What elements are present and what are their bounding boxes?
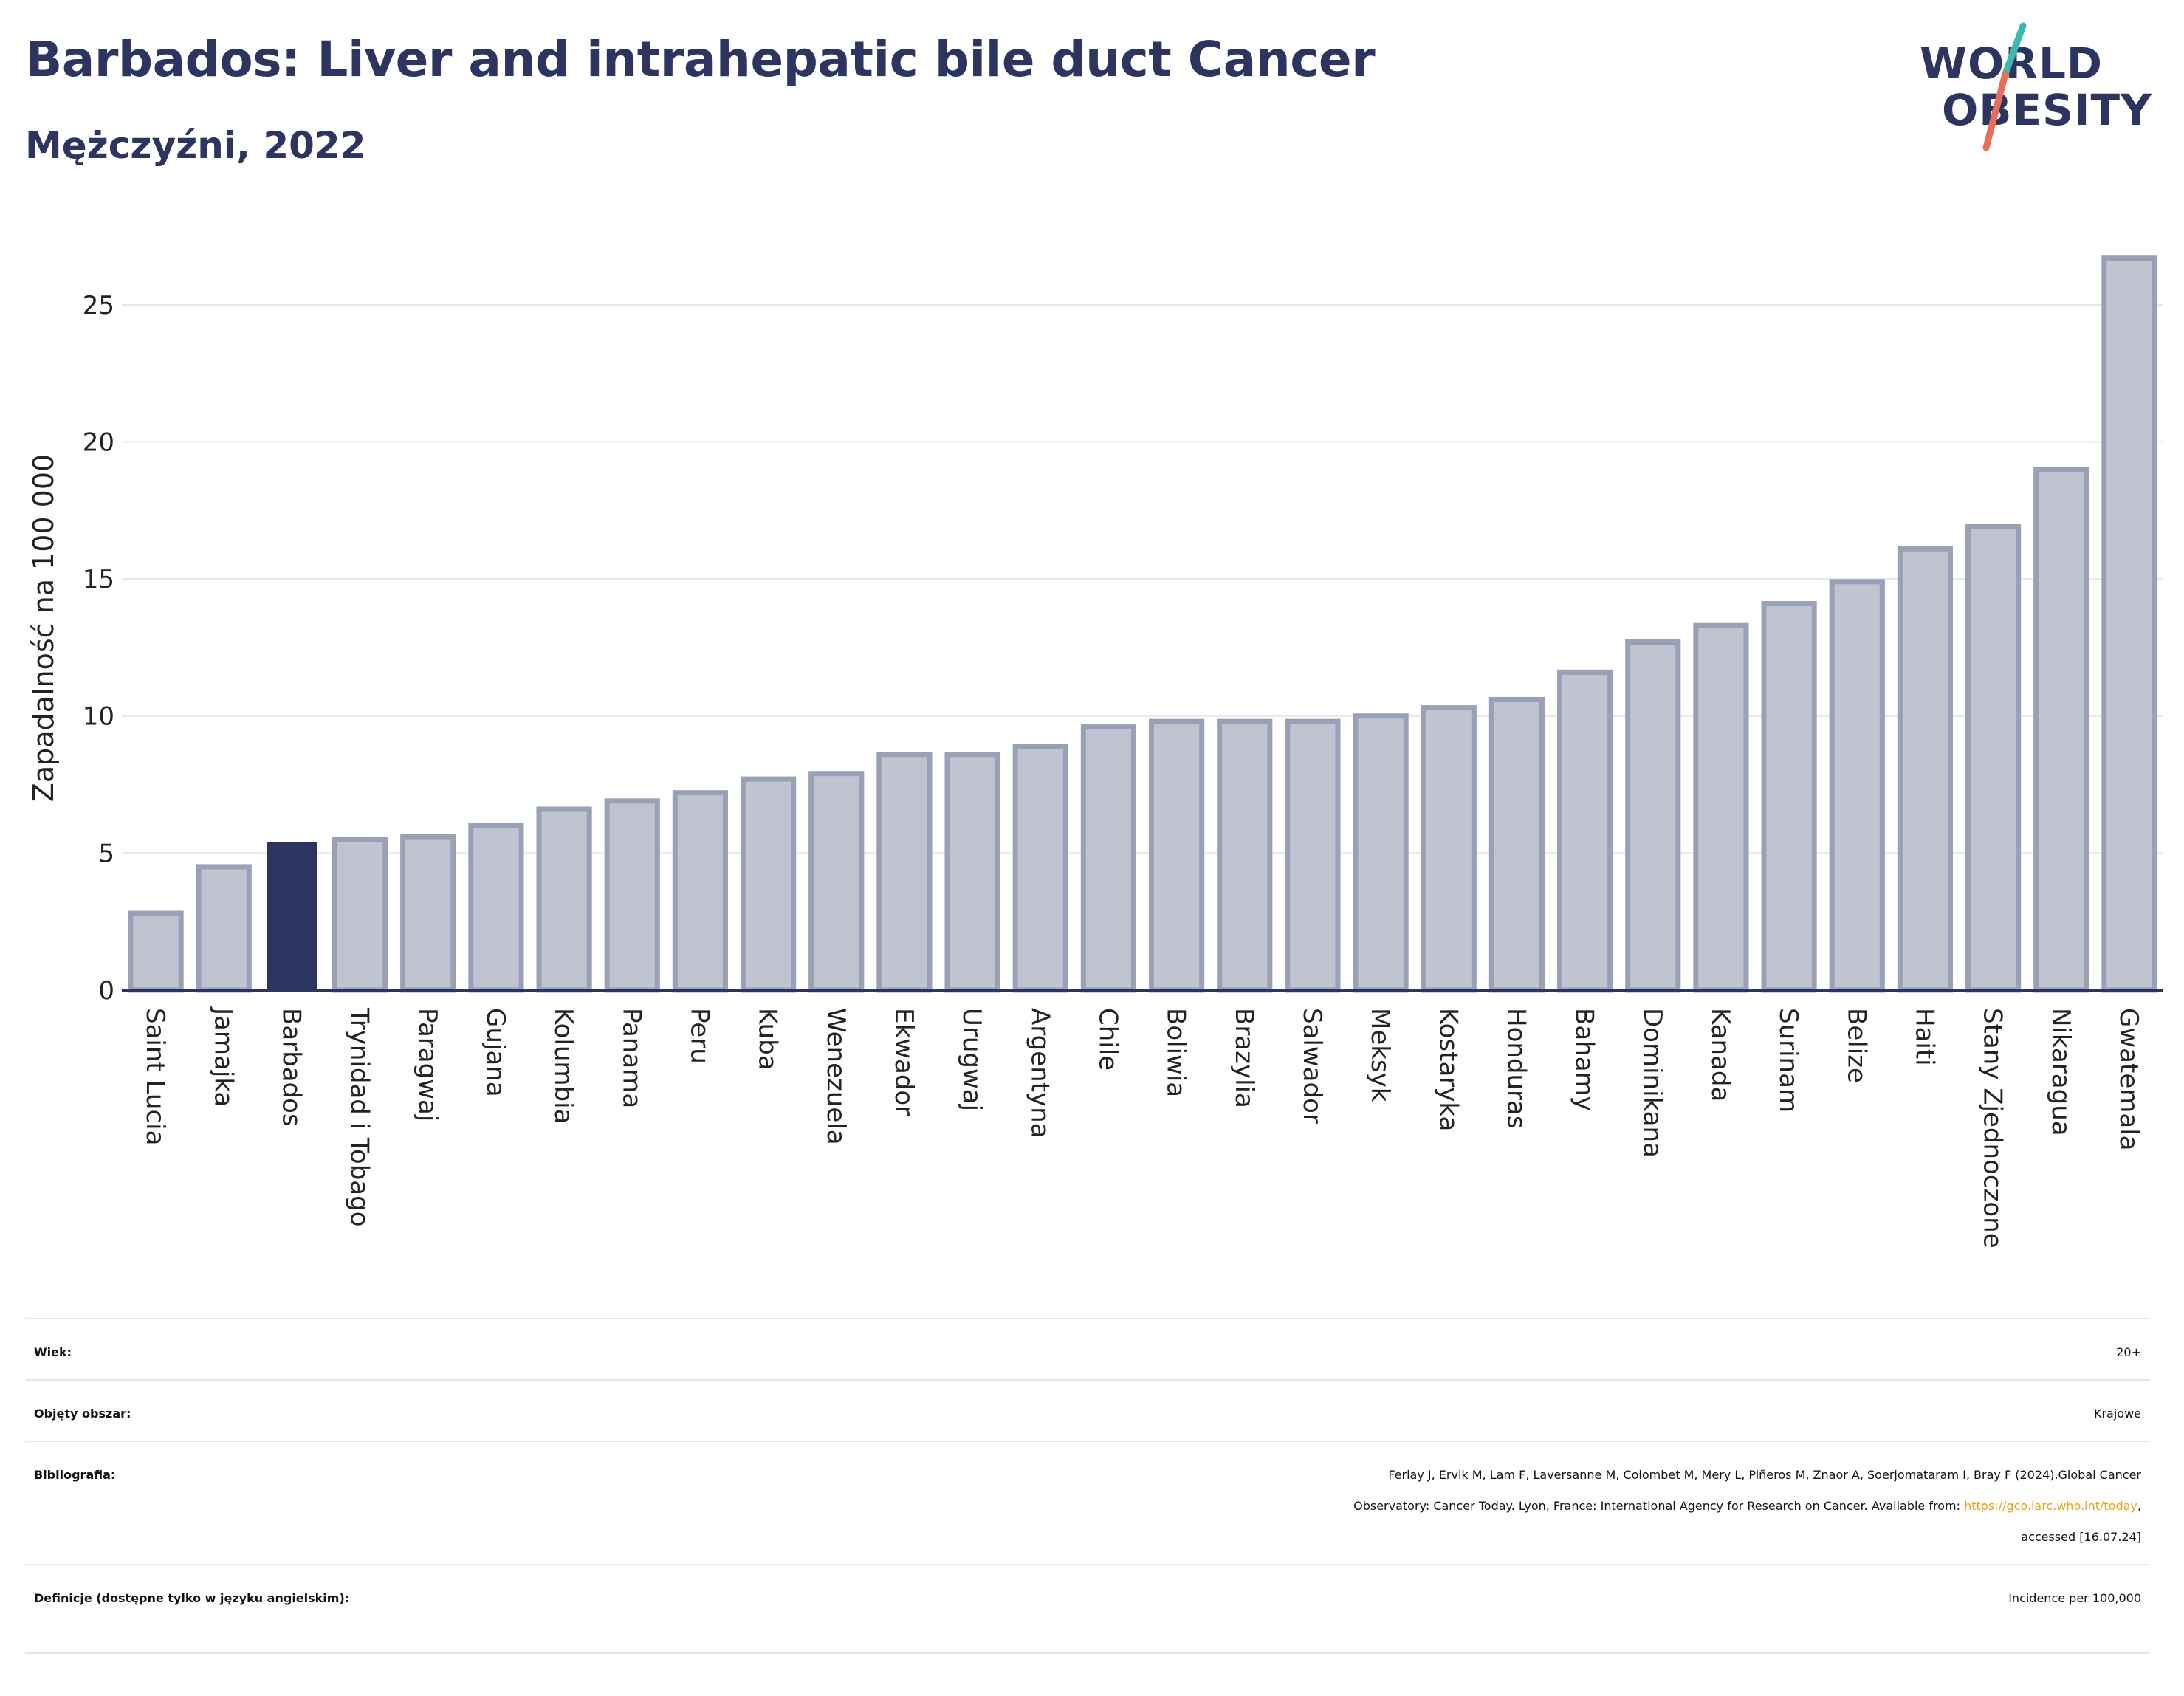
bar bbox=[1488, 696, 1545, 993]
x-tick-label: Honduras bbox=[1501, 1008, 1531, 1129]
meta-label-bibliography: Bibliografia: bbox=[34, 1468, 116, 1482]
y-tick-label: 5 bbox=[98, 839, 114, 868]
bar bbox=[128, 910, 184, 993]
meta-row-definitions: Definicje (dostępne tylko w języku angie… bbox=[25, 1564, 2150, 1605]
meta-label-definitions: Definicje (dostępne tylko w języku angie… bbox=[34, 1591, 350, 1605]
y-tick-label: 0 bbox=[98, 976, 114, 1006]
x-tick-label: Bahamy bbox=[1570, 1008, 1599, 1111]
x-tick-label: Nikaragua bbox=[2046, 1008, 2075, 1136]
bar bbox=[944, 752, 1000, 993]
x-tick-label: Urugwaj bbox=[957, 1008, 986, 1111]
bar bbox=[808, 771, 865, 993]
x-tick-label: Paragwaj bbox=[413, 1008, 442, 1122]
bar bbox=[672, 790, 729, 993]
bar bbox=[1556, 669, 1613, 993]
bar bbox=[604, 798, 660, 993]
y-axis-label: Zapadalność na 100 000 bbox=[27, 454, 60, 802]
bar bbox=[400, 834, 456, 993]
bar bbox=[267, 842, 317, 990]
x-tick-label: Argentyna bbox=[1025, 1008, 1054, 1139]
bar bbox=[1965, 524, 2022, 993]
bar bbox=[1421, 705, 1477, 993]
bar bbox=[2033, 467, 2089, 993]
x-tick-label: Chile bbox=[1093, 1008, 1122, 1071]
meta-value-definitions: Incidence per 100,000 bbox=[2008, 1591, 2141, 1605]
x-tick-label: Haiti bbox=[1909, 1008, 1939, 1066]
source-link[interactable]: https://gco.iarc.who.int/today bbox=[1964, 1499, 2137, 1513]
y-tick-label: 20 bbox=[83, 428, 114, 457]
x-tick-label: Boliwia bbox=[1161, 1008, 1191, 1097]
bar-chart: 0 5 10 15 20 25 Zapadalność na 100 000 Saint Lu… bbox=[27, 255, 2163, 1249]
logo-line2: OBESITY bbox=[1942, 85, 2153, 135]
chart-subtitle: Mężczyźni, 2022 bbox=[25, 124, 366, 167]
x-tick-label: Panama bbox=[617, 1008, 646, 1108]
bar bbox=[196, 864, 252, 993]
x-tick-label: Trynidad i Tobago bbox=[345, 1007, 374, 1227]
x-tick-label: Dominikana bbox=[1638, 1008, 1667, 1158]
y-tick-label: 15 bbox=[83, 565, 114, 594]
meta-bottom-divider bbox=[25, 1652, 2150, 1654]
x-tick-label: Barbados bbox=[276, 1008, 306, 1127]
x-tick-label: Belize bbox=[1841, 1008, 1871, 1083]
bar bbox=[1217, 718, 1273, 993]
meta-value-age: 20+ bbox=[2116, 1345, 2141, 1359]
bar bbox=[1625, 639, 1681, 993]
bar bbox=[332, 837, 388, 993]
y-tick-label: 25 bbox=[83, 291, 114, 320]
x-tick-label: Peru bbox=[684, 1008, 714, 1064]
chart-title: Barbados: Liver and intrahepatic bile du… bbox=[25, 31, 1376, 88]
bar bbox=[1148, 718, 1205, 993]
x-tick-label: Kuba bbox=[753, 1008, 783, 1071]
x-tick-label: Gwatemala bbox=[2114, 1008, 2143, 1150]
bar bbox=[1285, 718, 1341, 993]
bar bbox=[740, 776, 797, 993]
bar bbox=[1080, 724, 1137, 993]
x-tick-label: Stany Zjednoczone bbox=[1978, 1008, 2008, 1249]
x-tick-label: Gujana bbox=[481, 1008, 510, 1097]
logo-slash-icon bbox=[1982, 22, 2027, 151]
y-tick-label: 10 bbox=[83, 702, 114, 732]
meta-value-bibliography: Ferlay J, Ervik M, Lam F, Laversanne M, … bbox=[591, 1460, 2141, 1553]
x-tick-label: Kostaryka bbox=[1433, 1008, 1463, 1131]
bar bbox=[876, 752, 933, 993]
meta-label-area: Objęty obszar: bbox=[34, 1407, 131, 1421]
bar bbox=[1829, 579, 1885, 993]
bar bbox=[2101, 255, 2157, 993]
bibliography-line3: accessed [16.07.24] bbox=[2021, 1530, 2141, 1544]
meta-value-area: Krajowe bbox=[2093, 1407, 2141, 1421]
world-obesity-logo: WORLD OBESITY bbox=[1920, 22, 2171, 155]
x-tick-label: Surinam bbox=[1773, 1008, 1803, 1113]
x-tick-label: Kolumbia bbox=[549, 1008, 578, 1124]
x-tick-label: Salwador bbox=[1297, 1008, 1327, 1124]
bar bbox=[1353, 713, 1409, 993]
bibliography-line1: Ferlay J, Ervik M, Lam F, Laversanne M, … bbox=[1388, 1468, 2141, 1482]
bar bbox=[468, 823, 524, 993]
x-tick-label: Kanada bbox=[1706, 1008, 1735, 1102]
x-tick-label: Meksyk bbox=[1365, 1008, 1395, 1102]
bar bbox=[1897, 546, 1954, 993]
x-tick-label: Wenezuela bbox=[821, 1008, 851, 1145]
bar bbox=[536, 806, 592, 993]
meta-row-age: Wiek: 20+ bbox=[25, 1318, 2150, 1359]
bar bbox=[1012, 744, 1068, 993]
bar bbox=[1761, 601, 1817, 993]
bar bbox=[1693, 622, 1749, 993]
bibliography-line2: Observatory: Cancer Today. Lyon, France:… bbox=[1353, 1499, 2141, 1513]
x-tick-label: Ekwador bbox=[889, 1008, 918, 1116]
x-tick-label: Jamajka bbox=[208, 1006, 238, 1107]
meta-row-bibliography: Bibliografia: Ferlay J, Ervik M, Lam F, … bbox=[25, 1441, 2150, 1544]
meta-label-age: Wiek: bbox=[34, 1345, 72, 1359]
meta-row-area: Objęty obszar: Krajowe bbox=[25, 1379, 2150, 1421]
x-tick-label: Saint Lucia bbox=[140, 1008, 170, 1145]
x-tick-label: Brazylia bbox=[1229, 1008, 1259, 1108]
